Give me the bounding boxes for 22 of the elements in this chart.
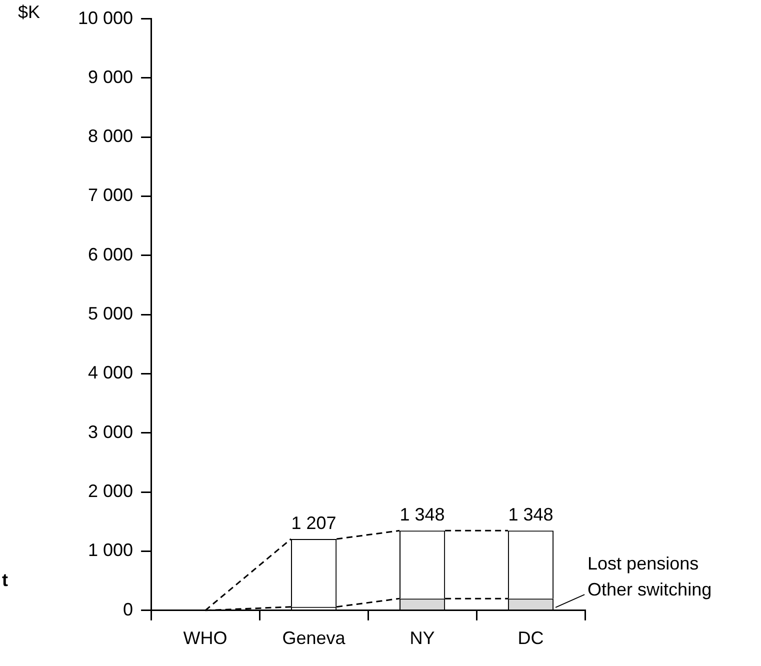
series-label: Other switching xyxy=(588,580,712,600)
y-tick-label: 6 000 xyxy=(88,244,134,264)
y-tick-label: 9 000 xyxy=(88,66,134,87)
x-tick-label: WHO xyxy=(183,628,228,648)
y-tick-label: 10 000 xyxy=(78,8,134,28)
text: t xyxy=(2,570,8,590)
y-tick-label: 7 000 xyxy=(88,185,134,206)
y-axis-title: $K xyxy=(18,2,40,22)
total-label: 1 348 xyxy=(508,504,554,525)
y-tick-label: 3 000 xyxy=(88,422,134,442)
y-tick-label: 2 000 xyxy=(88,481,134,502)
y-tick-label: 8 000 xyxy=(88,126,134,146)
total-label: 1 207 xyxy=(291,512,336,533)
x-tick-label: NY xyxy=(410,628,435,648)
x-tick-label: DC xyxy=(518,628,544,648)
y-tick-label: 4 000 xyxy=(88,362,134,383)
y-tick-label: 0 xyxy=(123,599,134,620)
y-tick-label: 1 000 xyxy=(88,540,134,560)
series-label: Lost pensions xyxy=(588,554,699,574)
x-tick-label: Geneva xyxy=(282,628,346,648)
total-label: 1 348 xyxy=(400,504,445,525)
y-tick-label: 5 000 xyxy=(88,304,134,324)
